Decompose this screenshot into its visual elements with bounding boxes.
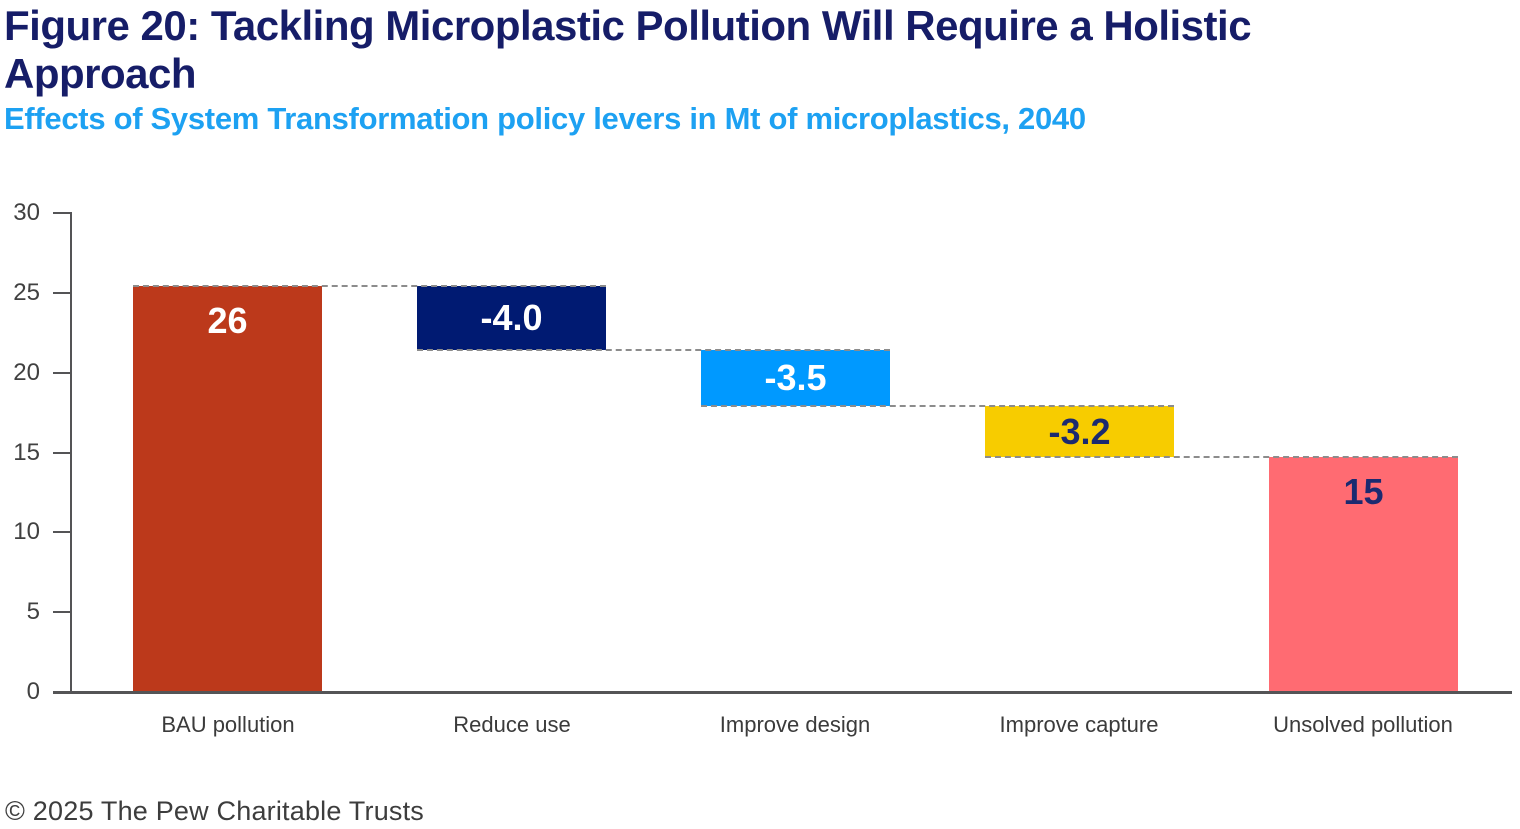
x-axis-line [53,691,1512,694]
connector-line [133,285,606,287]
y-tick [53,372,72,374]
bar-value-label-improve-capture: -3.2 [1048,410,1111,452]
bar-value-label-bau-pollution: 26 [207,300,248,341]
y-tick [53,212,72,214]
waterfall-bar-improve-design [701,350,890,406]
y-tick-label: 5 [26,598,40,625]
waterfall-bar-bau-pollution [133,286,322,692]
y-tick-label: 30 [13,199,40,226]
figure-title-line2: Approach [4,50,197,97]
figure-subtitle: Effects of System Transformation policy … [4,101,1086,136]
x-category-label-improve-design: Improve design [719,712,871,737]
y-tick [53,611,72,613]
y-tick [53,452,72,454]
y-tick-label: 20 [13,359,40,386]
connector-line [701,405,1174,407]
y-tick-label: 10 [13,518,40,545]
waterfall-bar-unsolved-pollution [1269,457,1458,692]
bar-value-label-unsolved-pollution: 15 [1343,471,1384,512]
connector-line [985,456,1458,458]
x-category-label-unsolved-pollution: Unsolved pollution [1273,712,1453,737]
waterfall-bar-reduce-use [417,286,606,350]
bar-value-label-reduce-use: -4.0 [480,297,543,338]
x-category-label-bau-pollution: BAU pollution [161,712,295,737]
y-tick [53,531,72,533]
y-tick-label: 15 [13,439,40,466]
figure-title-line1: Figure 20: Tackling Microplastic Polluti… [4,2,1252,49]
y-tick-label: 25 [13,279,40,306]
x-category-label-reduce-use: Reduce use [453,712,571,737]
bar-value-label-improve-design: -3.5 [764,357,827,398]
connector-line [417,349,890,351]
copyright-text: © 2025 The Pew Charitable Trusts [5,796,425,826]
y-tick [53,691,72,693]
y-tick-label: 0 [26,678,40,705]
waterfall-bar-improve-capture [985,406,1174,457]
y-tick [53,292,72,294]
x-category-label-improve-capture: Improve capture [999,712,1159,737]
figure-title: Figure 20: Tackling Microplastic Polluti… [4,2,1252,98]
